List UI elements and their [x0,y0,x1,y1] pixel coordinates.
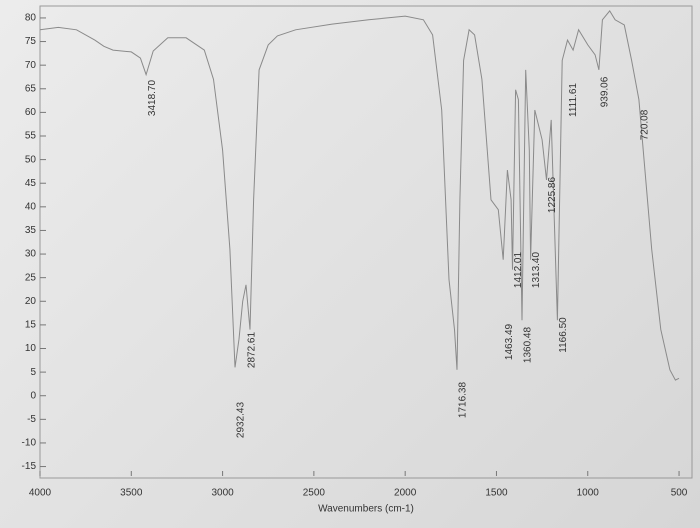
y-tick-label: 60 [25,107,37,118]
peak-label: 1463.49 [504,323,515,360]
y-tick-label: 15 [25,320,37,331]
peak-label: 939.06 [600,76,611,107]
x-tick-label: 500 [671,488,688,499]
x-tick-label: 3500 [120,488,143,499]
peak-label: 1111.61 [568,83,579,117]
y-tick-label: 0 [30,390,36,401]
y-tick-label: 20 [25,296,37,307]
peak-label: 1716.38 [458,381,469,418]
y-tick-label: -10 [22,438,37,449]
y-tick-label: -5 [27,414,36,425]
peak-label: 2932.43 [236,401,247,438]
x-axis-label: Wavenumbers (cm-1) [318,504,414,515]
peak-label: 1360.48 [523,326,534,363]
y-tick-label: 45 [25,178,37,189]
x-tick-label: 3000 [211,488,234,499]
y-tick-label: 25 [25,272,37,283]
y-tick-label: -15 [22,461,37,472]
y-tick-label: 50 [25,154,37,165]
x-tick-label: 1500 [485,488,508,499]
plot-frame [39,5,693,479]
x-tick-label: 2500 [303,488,326,499]
peak-label: 1225.86 [547,176,558,213]
y-tick-label: 30 [25,249,37,260]
peak-label: 3418.70 [147,79,158,116]
x-tick-label: 2000 [394,488,417,499]
peak-label: 720.08 [640,109,651,140]
y-tick-label: 65 [25,83,37,94]
peak-label: 1313.40 [531,251,542,288]
y-tick-label: 10 [25,343,37,354]
spectrum-line [39,10,680,381]
x-tick-label: 1000 [577,488,600,499]
peak-label: 2872.61 [246,331,257,368]
y-tick-label: 40 [25,201,37,212]
y-tick-label: 75 [25,36,37,47]
y-tick-label: 5 [30,367,36,378]
y-tick-label: 70 [25,60,37,71]
x-tick-label: 4000 [29,488,52,499]
peak-label: 1166.50 [558,317,569,353]
y-tick-label: 35 [25,225,37,236]
y-tick-label: 80 [25,13,37,24]
peak-label: 1412.01 [513,251,524,288]
y-tick-label: 55 [25,131,37,142]
